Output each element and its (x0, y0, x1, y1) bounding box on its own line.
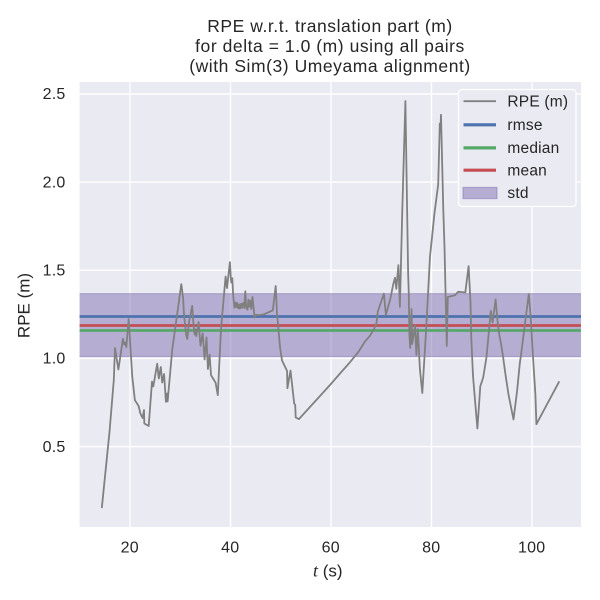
svg-text:100: 100 (518, 540, 545, 557)
svg-text:median: median (507, 140, 559, 157)
svg-text:t (s): t (s) (313, 561, 343, 581)
svg-text:RPE (m): RPE (m) (507, 94, 568, 111)
svg-text:2.5: 2.5 (43, 86, 66, 103)
svg-text:0.5: 0.5 (43, 439, 66, 456)
svg-text:1.5: 1.5 (43, 263, 66, 280)
svg-text:RPE (m): RPE (m) (15, 273, 34, 338)
svg-text:2.0: 2.0 (43, 174, 66, 191)
svg-text:(with Sim(3) Umeyama alignment: (with Sim(3) Umeyama alignment) (189, 56, 471, 76)
svg-text:std: std (507, 185, 528, 202)
svg-text:20: 20 (121, 540, 139, 557)
svg-text:60: 60 (322, 540, 340, 557)
svg-text:RPE w.r.t. translation part (m: RPE w.r.t. translation part (m) (207, 16, 453, 36)
svg-text:1.0: 1.0 (43, 351, 66, 368)
svg-text:mean: mean (507, 163, 547, 180)
svg-text:for delta = 1.0 (m) using all: for delta = 1.0 (m) using all pairs (195, 36, 465, 56)
svg-text:rmse: rmse (507, 117, 542, 134)
svg-text:80: 80 (422, 540, 440, 557)
svg-text:40: 40 (221, 540, 239, 557)
